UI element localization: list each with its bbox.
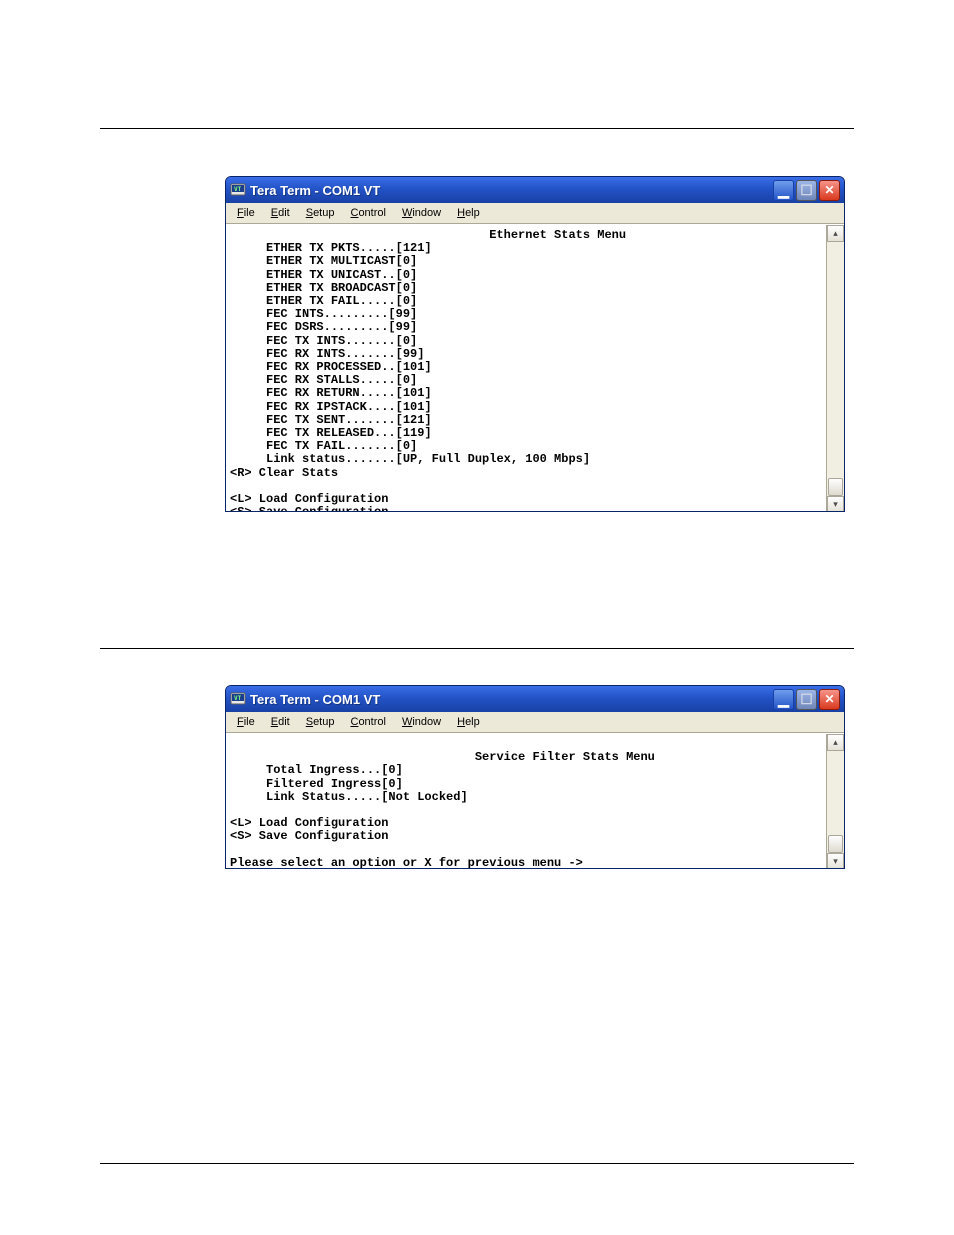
horizontal-rule: [100, 128, 854, 129]
teraterm-icon: VT: [230, 182, 246, 198]
terminal-text: Service Filter Stats Menu Total Ingress.…: [230, 738, 824, 869]
maximize-button: ☐: [796, 689, 817, 710]
teraterm-icon: VT: [230, 691, 246, 707]
menu-item-help[interactable]: Help: [450, 714, 487, 730]
menu-item-control[interactable]: Control: [343, 714, 392, 730]
chevron-up-icon: ▴: [833, 737, 838, 748]
horizontal-rule: [100, 648, 854, 649]
scrollbar-thumb[interactable]: [828, 835, 843, 853]
scrollbar-track[interactable]: [827, 242, 844, 496]
window-title: Tera Term - COM1 VT: [250, 692, 773, 707]
terminal-window: VT Tera Term - COM1 VT ▁ ☐ ✕ FileEditSet…: [225, 685, 845, 869]
scroll-up-button[interactable]: ▴: [827, 225, 844, 242]
menu-item-edit[interactable]: Edit: [264, 714, 297, 730]
menu-item-control[interactable]: Control: [343, 205, 392, 221]
vertical-scrollbar[interactable]: ▴ ▾: [826, 734, 844, 869]
close-icon: ✕: [824, 183, 834, 197]
menu-item-setup[interactable]: Setup: [299, 205, 342, 221]
window-controls: ▁ ☐ ✕: [773, 180, 840, 201]
titlebar[interactable]: VT Tera Term - COM1 VT ▁ ☐ ✕: [226, 177, 844, 203]
horizontal-rule: [100, 1163, 854, 1164]
svg-text:VT: VT: [234, 186, 242, 193]
maximize-button: ☐: [796, 180, 817, 201]
close-button[interactable]: ✕: [819, 180, 840, 201]
scroll-up-button[interactable]: ▴: [827, 734, 844, 751]
terminal-area: Ethernet Stats Menu ETHER TX PKTS.....[1…: [226, 224, 844, 512]
scrollbar-thumb[interactable]: [828, 478, 843, 496]
svg-text:VT: VT: [234, 695, 242, 702]
scroll-down-button[interactable]: ▾: [827, 496, 844, 512]
terminal-content[interactable]: Service Filter Stats Menu Total Ingress.…: [226, 734, 826, 869]
chevron-down-icon: ▾: [833, 499, 838, 510]
menu-item-window[interactable]: Window: [395, 714, 448, 730]
menubar: FileEditSetupControlWindowHelp: [226, 712, 844, 733]
terminal-content[interactable]: Ethernet Stats Menu ETHER TX PKTS.....[1…: [226, 225, 826, 512]
terminal-area: Service Filter Stats Menu Total Ingress.…: [226, 733, 844, 869]
menu-item-file[interactable]: File: [230, 714, 262, 730]
titlebar[interactable]: VT Tera Term - COM1 VT ▁ ☐ ✕: [226, 686, 844, 712]
menu-item-file[interactable]: File: [230, 205, 262, 221]
menubar: FileEditSetupControlWindowHelp: [226, 203, 844, 224]
close-button[interactable]: ✕: [819, 689, 840, 710]
menu-item-setup[interactable]: Setup: [299, 714, 342, 730]
close-icon: ✕: [824, 692, 834, 706]
terminal-text: Ethernet Stats Menu ETHER TX PKTS.....[1…: [230, 229, 824, 512]
scroll-down-button[interactable]: ▾: [827, 853, 844, 869]
window-title: Tera Term - COM1 VT: [250, 183, 773, 198]
vertical-scrollbar[interactable]: ▴ ▾: [826, 225, 844, 512]
chevron-up-icon: ▴: [833, 228, 838, 239]
chevron-down-icon: ▾: [833, 856, 838, 867]
window-controls: ▁ ☐ ✕: [773, 689, 840, 710]
minimize-button[interactable]: ▁: [773, 689, 794, 710]
terminal-window: VT Tera Term - COM1 VT ▁ ☐ ✕ FileEditSet…: [225, 176, 845, 512]
menu-item-help[interactable]: Help: [450, 205, 487, 221]
minimize-button[interactable]: ▁: [773, 180, 794, 201]
scrollbar-track[interactable]: [827, 751, 844, 853]
menu-item-edit[interactable]: Edit: [264, 205, 297, 221]
menu-item-window[interactable]: Window: [395, 205, 448, 221]
